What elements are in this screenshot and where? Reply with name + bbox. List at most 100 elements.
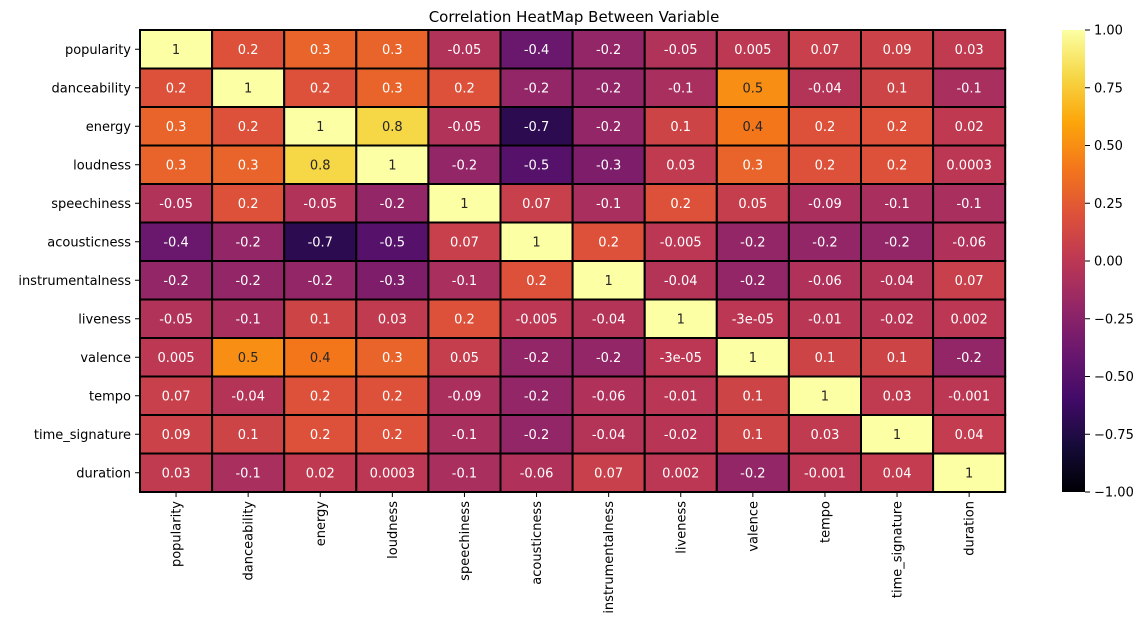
heatmap-cell	[571, 375, 646, 416]
cell-annotation: 0.2	[526, 274, 547, 289]
cell-annotation: 0.1	[743, 428, 764, 443]
heatmap-cell	[932, 414, 1007, 455]
y-tick-label: popularity	[65, 43, 131, 58]
heatmap-cell	[571, 298, 646, 339]
cell-annotation: -0.1	[235, 312, 260, 327]
cell-annotation: 0.2	[454, 312, 475, 327]
heatmap-cell	[211, 260, 286, 301]
cell-annotation: -0.04	[664, 274, 698, 289]
cell-annotation: 0.03	[162, 466, 191, 481]
heatmap-cell	[427, 106, 502, 147]
heatmap-cell	[643, 67, 718, 108]
cell-annotation: -0.2	[308, 274, 333, 289]
cell-annotation: -0.2	[812, 235, 837, 250]
cell-annotation: 0.3	[382, 43, 403, 58]
cell-annotation: 1	[749, 351, 757, 366]
heatmap-cell	[787, 452, 863, 493]
cell-annotation: -0.7	[308, 235, 333, 250]
cell-annotation: -0.2	[452, 158, 477, 173]
heatmap-cell	[427, 260, 502, 301]
cell-annotation: 0.1	[670, 120, 691, 135]
heatmap-cell	[211, 67, 286, 108]
cell-annotation: -0.06	[952, 235, 986, 250]
heatmap-cell	[499, 29, 574, 70]
y-tick-label: tempo	[89, 389, 131, 404]
colorbar-tick-label: −0.25	[1094, 312, 1134, 327]
cell-annotation: -0.04	[880, 274, 914, 289]
cell-annotations: 1 0.2 0.3 0.3 -0.05 -0.4 -0.2 -0.05 0.005 0.07 0.0…	[157, 43, 991, 482]
cell-annotation: 0.5	[743, 81, 764, 96]
cell-annotation: -0.2	[524, 351, 549, 366]
heatmap-cell	[932, 106, 1007, 147]
cell-annotation: 0.03	[955, 43, 984, 58]
heatmap-cell	[355, 67, 430, 108]
cell-annotation: -0.1	[956, 81, 981, 96]
heatmap-cell	[355, 375, 430, 416]
heatmap-cell	[932, 337, 1007, 378]
cell-annotation: 0.3	[743, 158, 764, 173]
heatmap-cell	[211, 414, 286, 455]
cell-annotation: 0.09	[162, 428, 191, 443]
cell-annotation: 1	[172, 43, 180, 58]
cell-annotation: -0.06	[592, 389, 626, 404]
cell-annotation: -3e-05	[732, 312, 774, 327]
cell-annotation: 0.02	[306, 466, 335, 481]
heatmap-cell	[932, 29, 1007, 70]
cell-annotation: 0.8	[310, 158, 331, 173]
colorbar-gradient	[1062, 30, 1085, 492]
heatmap-cell	[355, 298, 430, 339]
cell-annotation: -0.06	[520, 466, 554, 481]
colorbar-tick-label: −0.75	[1094, 428, 1134, 443]
heatmap-cell	[139, 260, 214, 301]
cell-annotation: 0.07	[450, 235, 479, 250]
cell-annotation: -0.2	[524, 389, 549, 404]
cell-annotation: 0.09	[883, 43, 912, 58]
cell-annotation: -0.2	[740, 235, 765, 250]
cell-annotation: 0.2	[382, 428, 403, 443]
cell-annotation: 0.2	[887, 120, 908, 135]
cell-annotation: 0.3	[238, 158, 259, 173]
cell-annotation: -0.4	[524, 43, 549, 58]
cell-annotation: -0.2	[163, 274, 188, 289]
heatmap-cell	[860, 414, 935, 455]
cell-annotation: 0.2	[310, 428, 331, 443]
heatmap-cell	[499, 337, 574, 378]
cell-annotation: -0.1	[235, 466, 260, 481]
cell-annotation: 0.2	[815, 120, 836, 135]
heatmap-cell	[571, 221, 646, 262]
y-tick-label: instrumentalness	[18, 274, 131, 289]
y-tick-label: energy	[86, 120, 132, 135]
heatmap-cell	[643, 375, 718, 416]
y-tick-label: speechiness	[51, 197, 131, 212]
x-tick-labels: popularity danceability energy loudness spee…	[170, 492, 978, 614]
cell-annotation: -0.005	[516, 312, 558, 327]
cell-annotation: 0.1	[310, 312, 331, 327]
cell-annotation: -0.06	[808, 274, 842, 289]
heatmap-cell	[571, 260, 646, 301]
colorbar-tick-label: 0.50	[1094, 139, 1123, 154]
cell-annotation: 0.07	[522, 197, 551, 212]
heatmap-cell	[283, 183, 358, 224]
heatmap-cell	[283, 298, 358, 339]
heatmap-cell	[860, 452, 935, 493]
x-tick-label: speechiness	[458, 501, 473, 581]
y-tick-label: danceability	[52, 81, 132, 96]
y-tick-label: valence	[80, 351, 131, 366]
cell-annotation: 0.3	[166, 120, 187, 135]
heatmap-cell	[571, 183, 646, 224]
cell-annotation: -0.1	[668, 81, 693, 96]
colorbar: 1.00 0.75 0.50 0.25 0.00 −0.25 −0.50 −0.75 −1.00	[1062, 24, 1134, 501]
heatmap-cell	[860, 67, 935, 108]
cell-annotation: -0.04	[808, 81, 842, 96]
heatmap-cells	[139, 29, 1007, 493]
heatmap-cell	[643, 29, 718, 70]
cell-annotation: -0.09	[448, 389, 482, 404]
x-tick-label: duration	[963, 501, 978, 556]
chart-title: Correlation HeatMap Between Variable	[429, 8, 720, 26]
y-tick-label: time_signature	[34, 428, 131, 443]
cell-annotation: 0.2	[887, 158, 908, 173]
cell-annotation: -0.2	[596, 43, 621, 58]
cell-annotation: 0.05	[738, 197, 767, 212]
heatmap-cell	[499, 260, 574, 301]
